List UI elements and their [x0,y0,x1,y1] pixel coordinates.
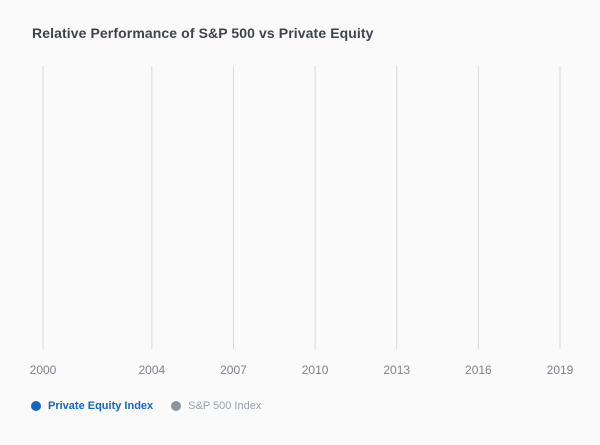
x-tick-label-2004: 2004 [138,363,165,377]
legend-dot-private-equity [31,401,41,411]
chart-title: Relative Performance of S&P 500 vs Priva… [32,25,374,41]
legend-dot-sp500 [171,401,182,411]
x-tick-label-2013: 2013 [383,363,410,377]
x-tick-label-2010: 2010 [302,363,329,377]
x-tick-label-2016: 2016 [465,363,492,377]
x-tick-label-2000: 2000 [30,363,57,377]
legend: Private Equity Index S&P 500 Index [31,400,279,412]
x-tick-label-2019: 2019 [547,363,574,377]
legend-item-sp500[interactable]: S&P 500 Index [171,400,261,412]
x-tick-label-2007: 2007 [220,363,247,377]
x-axis-ticks: 2000 2004 2007 2010 2013 2016 2019 [30,363,574,377]
legend-item-private-equity[interactable]: Private Equity Index [31,400,153,412]
legend-label-sp500: S&P 500 Index [188,400,262,412]
legend-label-private-equity: Private Equity Index [48,400,154,412]
gridlines [42,66,561,349]
